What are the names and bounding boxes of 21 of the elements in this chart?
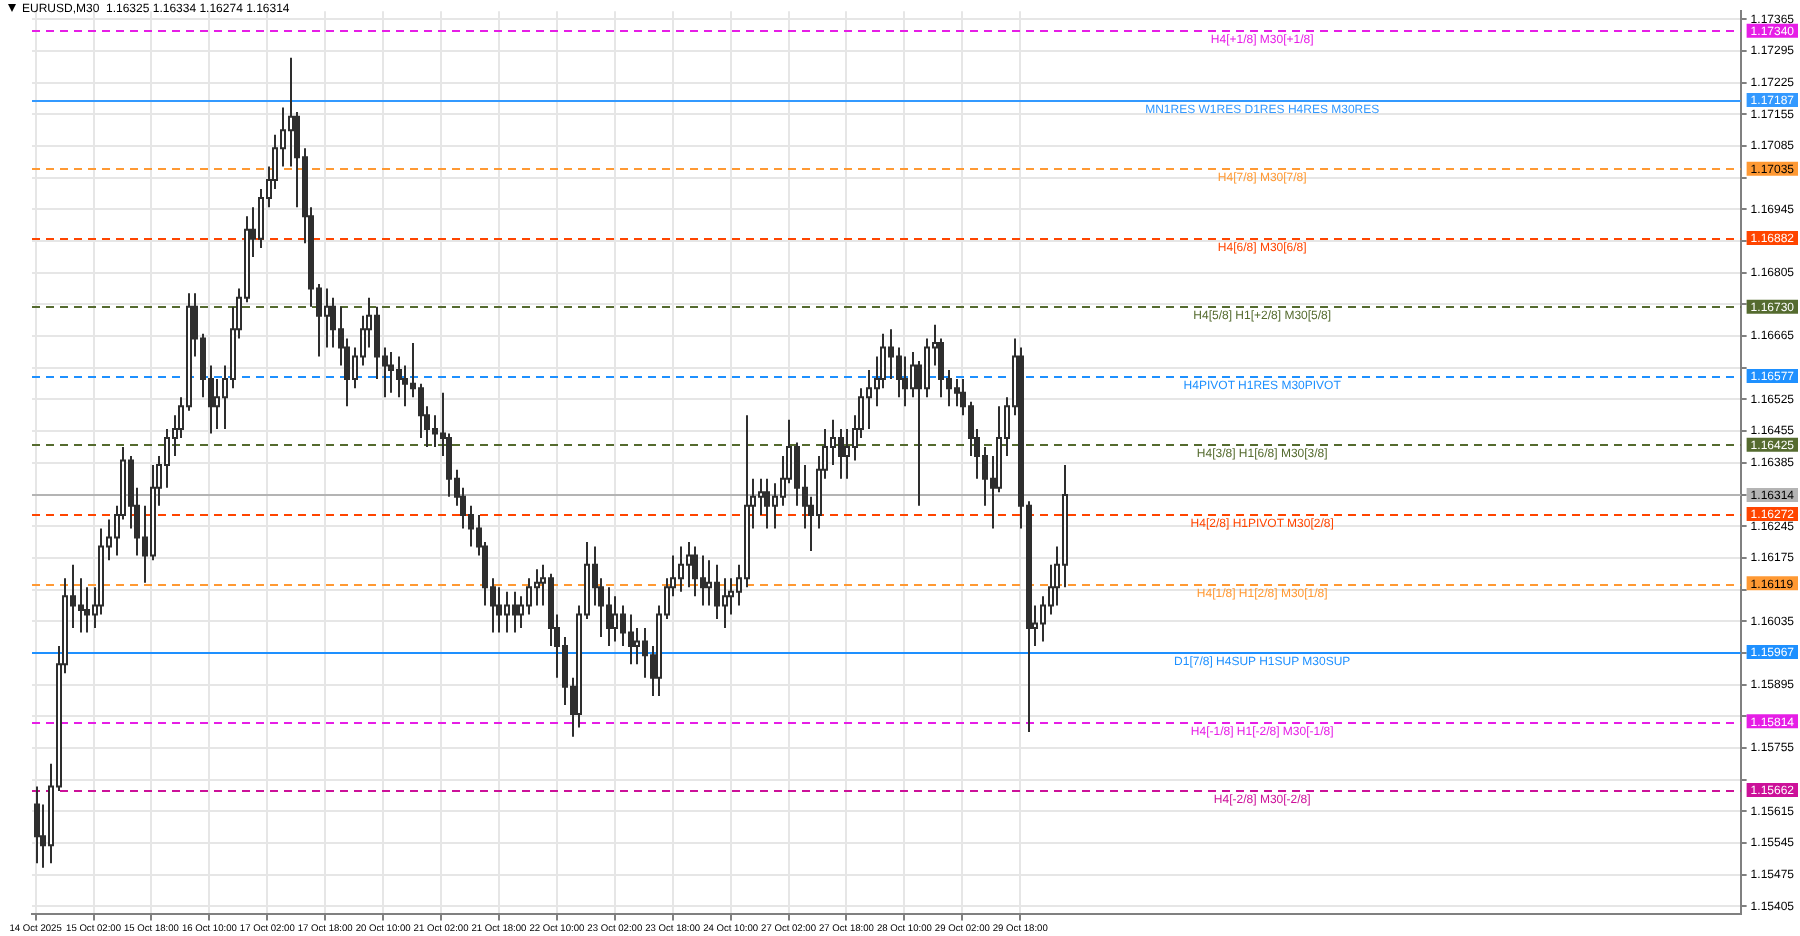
candlestick: [606, 586, 612, 648]
candlestick: [764, 477, 770, 530]
candlestick: [714, 563, 720, 620]
candlestick: [612, 595, 618, 643]
candlestick: [954, 378, 960, 408]
candlestick: [496, 586, 502, 634]
candlestick: [686, 541, 692, 589]
candlestick: [84, 586, 90, 634]
candlestick: [838, 427, 844, 480]
candlestick: [504, 590, 510, 634]
candlestick: [902, 355, 908, 408]
candlestick: [700, 554, 706, 607]
candlestick: [512, 590, 518, 634]
candlestick: [388, 350, 394, 394]
candlestick: [534, 568, 540, 607]
candlestick: [34, 785, 40, 865]
candlestick: [692, 545, 698, 598]
candlestick: [628, 613, 634, 666]
candlestick: [324, 287, 330, 349]
candlestick: [678, 545, 684, 593]
candlestick: [396, 355, 402, 399]
